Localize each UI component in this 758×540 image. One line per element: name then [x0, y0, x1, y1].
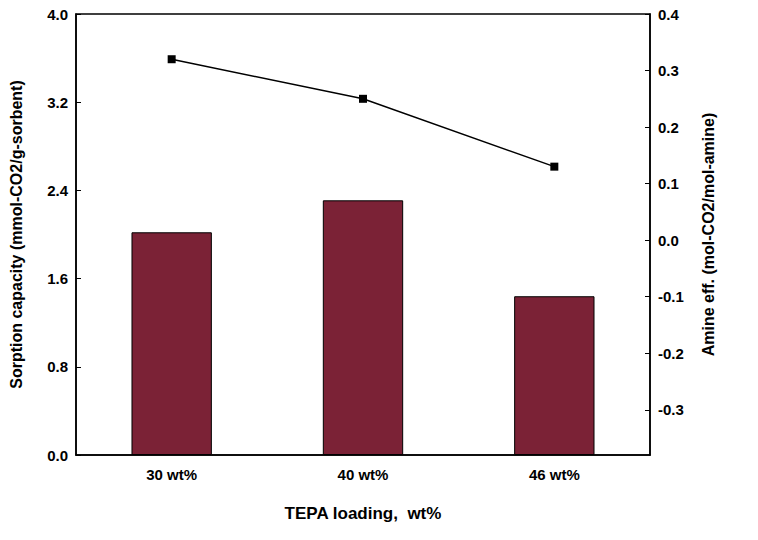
- svg-text:-0.2: -0.2: [658, 345, 684, 362]
- svg-text:0.0: 0.0: [47, 447, 68, 464]
- svg-text:0.4: 0.4: [658, 6, 680, 23]
- svg-text:2.4: 2.4: [47, 182, 69, 199]
- svg-text:3.2: 3.2: [47, 94, 68, 111]
- svg-text:0.8: 0.8: [47, 358, 68, 375]
- svg-text:4.0: 4.0: [47, 6, 68, 23]
- svg-text:40 wt%: 40 wt%: [338, 466, 389, 483]
- svg-text:-0.1: -0.1: [658, 288, 684, 305]
- svg-text:30 wt%: 30 wt%: [146, 466, 197, 483]
- svg-text:1.6: 1.6: [47, 270, 68, 287]
- svg-text:0.3: 0.3: [658, 62, 679, 79]
- svg-text:46 wt%: 46 wt%: [529, 466, 580, 483]
- svg-text:Amine eff. (mol-CO2/mol-amine): Amine eff. (mol-CO2/mol-amine): [700, 113, 717, 357]
- svg-text:0.2: 0.2: [658, 119, 679, 136]
- svg-text:-0.3: -0.3: [658, 401, 684, 418]
- svg-text:0.0: 0.0: [658, 232, 679, 249]
- svg-text:Sorption capacity (mmol-CO2/g-: Sorption capacity (mmol-CO2/g-sorbent): [8, 80, 25, 388]
- svg-text:TEPA loading, wt%: TEPA loading, wt%: [285, 504, 442, 523]
- svg-text:0.1: 0.1: [658, 175, 679, 192]
